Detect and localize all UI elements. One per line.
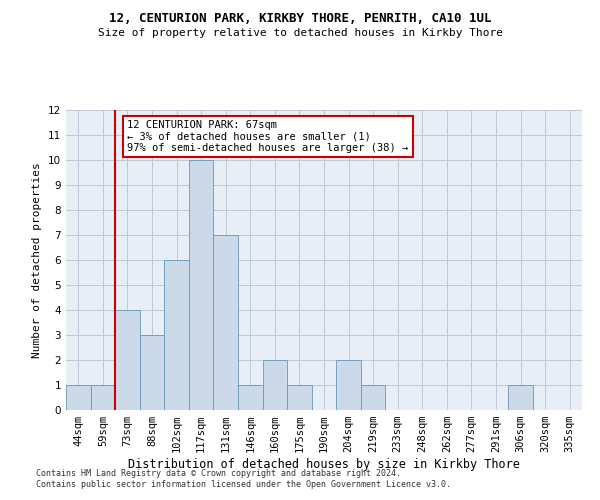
Bar (361, 385, 385, 410)
X-axis label: Distribution of detached houses by size in Kirkby Thore: Distribution of detached houses by size … (128, 458, 520, 471)
Bar (164, 260, 189, 410)
Y-axis label: Number of detached properties: Number of detached properties (32, 162, 43, 358)
Text: 12 CENTURION PARK: 67sqm
← 3% of detached houses are smaller (1)
97% of semi-det: 12 CENTURION PARK: 67sqm ← 3% of detache… (127, 120, 409, 153)
Text: Contains public sector information licensed under the Open Government Licence v3: Contains public sector information licen… (36, 480, 451, 489)
Bar (140, 335, 164, 410)
Bar (189, 160, 214, 410)
Bar (66, 385, 91, 410)
Text: Contains HM Land Registry data © Crown copyright and database right 2024.: Contains HM Land Registry data © Crown c… (36, 468, 401, 477)
Bar (238, 385, 263, 410)
Text: 12, CENTURION PARK, KIRKBY THORE, PENRITH, CA10 1UL: 12, CENTURION PARK, KIRKBY THORE, PENRIT… (109, 12, 491, 26)
Bar (263, 360, 287, 410)
Bar (336, 360, 361, 410)
Bar (287, 385, 312, 410)
Bar (214, 235, 238, 410)
Bar (91, 385, 115, 410)
Bar (115, 310, 140, 410)
Text: Size of property relative to detached houses in Kirkby Thore: Size of property relative to detached ho… (97, 28, 503, 38)
Bar (508, 385, 533, 410)
